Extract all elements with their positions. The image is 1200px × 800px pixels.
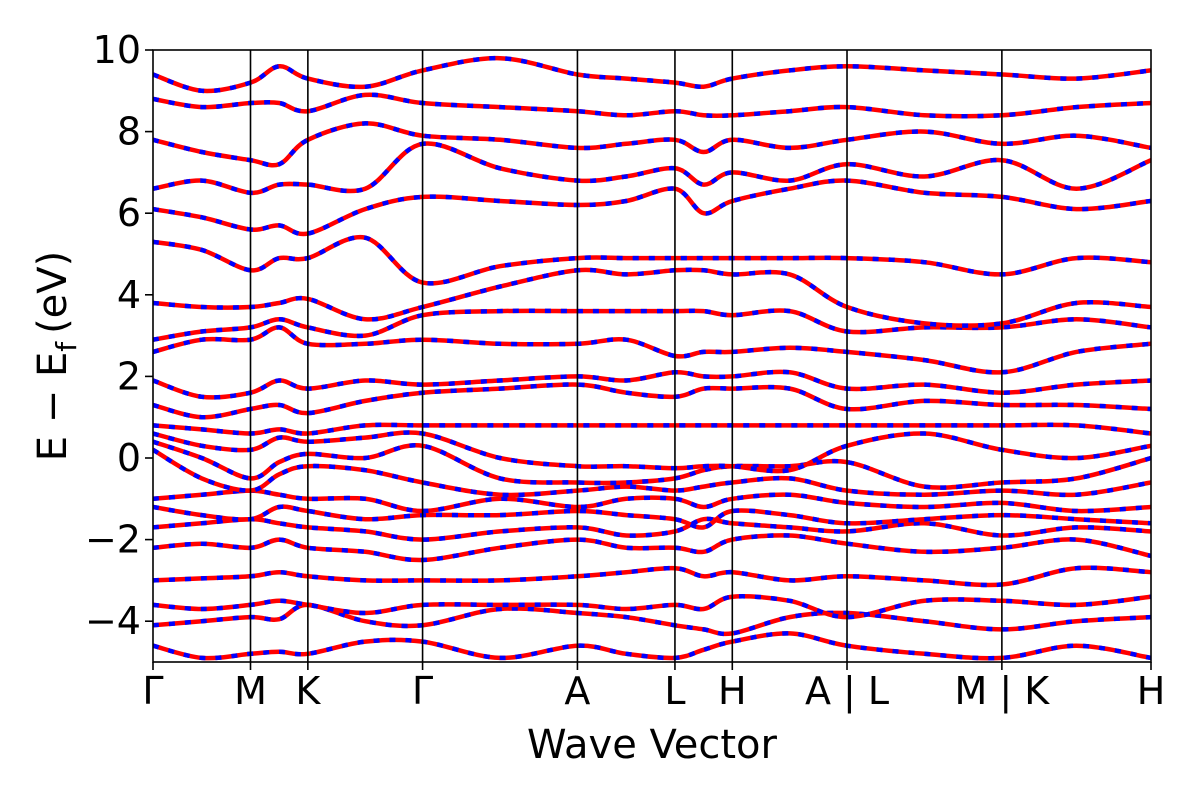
x-tick-label-5: L <box>664 669 685 713</box>
y-tick-label-3: 2 <box>117 354 141 398</box>
y-tick-label-7: 10 <box>93 28 141 72</box>
x-tick-label-7: A | L <box>805 669 889 714</box>
band-line-overlay-22 <box>153 55 1151 94</box>
y-axis-title-main: E − E <box>30 352 76 462</box>
band-line-overlay-13 <box>153 369 1151 400</box>
band-line-overlay-9 <box>153 439 1151 490</box>
band-line-overlay-7 <box>153 488 1151 514</box>
x-tick-label-6: H <box>718 669 747 713</box>
band-line-overlay-8 <box>153 447 1151 498</box>
band-line-overlay-18 <box>153 178 1151 237</box>
band-line-overlay-19 <box>153 141 1151 196</box>
band-line-overlay-15 <box>153 308 1151 342</box>
y-tick-label-2: 0 <box>117 436 141 480</box>
y-tick-label-1: −2 <box>85 518 141 562</box>
band-line-overlay-1 <box>153 602 1151 637</box>
band-line-overlay-3 <box>153 565 1151 588</box>
band-line-11 <box>153 422 1151 436</box>
y-axis-title: E − Ef (eV) <box>30 251 83 462</box>
x-tick-label-9: H <box>1137 669 1166 713</box>
band-line-4 <box>153 533 1151 563</box>
plot-frame <box>152 49 1152 663</box>
band-line-overlay-5 <box>153 516 1151 542</box>
band-line-overlay-21 <box>153 92 1151 119</box>
x-axis-title: Wave Vector <box>527 722 778 768</box>
band-line-overlay-12 <box>153 382 1151 420</box>
x-tick-label-8: M | K <box>955 669 1051 714</box>
x-tick-label-3: Γ <box>412 669 433 713</box>
band-line-overlay-14 <box>153 325 1151 375</box>
x-tick-label-1: M <box>234 669 267 713</box>
band-line-overlay-10 <box>153 430 1151 474</box>
y-axis-title-subscript: f <box>50 341 83 352</box>
band-line-overlay-0 <box>153 631 1151 661</box>
x-tick-label-2: K <box>295 669 321 713</box>
x-tick-label-4: A <box>564 669 590 713</box>
band-line-2 <box>153 594 1151 620</box>
y-axis: −4 −2 0 2 4 6 8 10 <box>85 28 153 643</box>
y-tick-label-5: 6 <box>117 191 141 235</box>
band-line-overlay-20 <box>153 121 1151 168</box>
y-tick-label-0: −4 <box>85 599 141 643</box>
kpoint-lines <box>249 50 1003 662</box>
y-axis-title-unit: (eV) <box>30 251 76 334</box>
y-tick-label-4: 4 <box>117 273 141 317</box>
x-tick-label-0: Γ <box>142 669 163 713</box>
band-line-overlay-16 <box>153 267 1151 328</box>
band-line-17 <box>153 234 1151 286</box>
y-tick-label-6: 8 <box>117 110 141 154</box>
band-line-overlay-6 <box>153 504 1151 530</box>
bands-layer <box>153 55 1151 661</box>
